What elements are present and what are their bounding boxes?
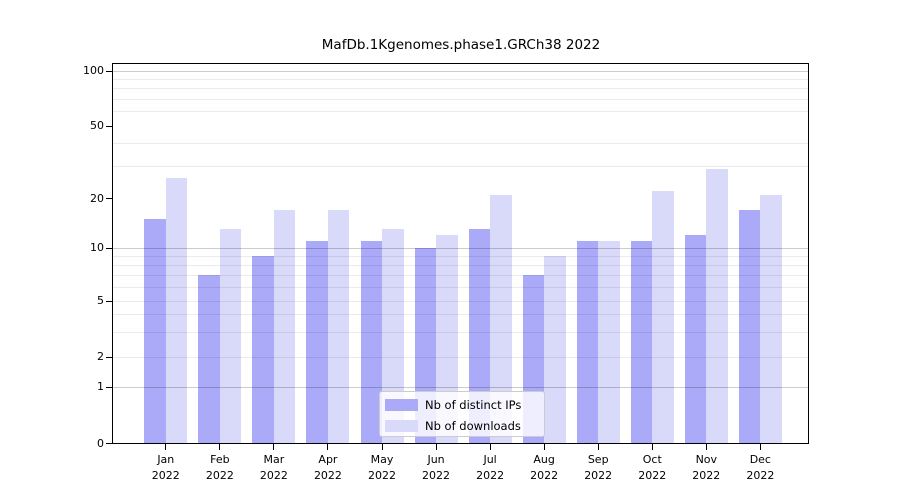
xtick-mark-dec (759, 444, 761, 450)
xtick-label-aug: Aug 2022 (530, 453, 559, 482)
bar-downloads-feb (219, 229, 242, 444)
gridline-minor-9 (113, 255, 808, 257)
bar-downloads-jan (165, 177, 188, 444)
ytick-label-20: 20 (90, 191, 104, 205)
bar-distinct-ips-may (360, 241, 382, 444)
ytick-mark-0 (106, 443, 112, 444)
ytick-label-1: 1 (97, 380, 104, 393)
bar-distinct-ips-feb (198, 275, 220, 444)
xtick-label-jan: Jan 2022 (151, 453, 180, 482)
gridline-minor-40 (113, 143, 808, 145)
gridline-minor-3 (113, 331, 808, 333)
bar-downloads-dec (760, 194, 782, 444)
chart-title: MafDb.1Kgenomes.phase1.GRCh38 2022 (321, 37, 601, 53)
gridline-minor-4 (113, 314, 808, 316)
bar-distinct-ips-sep (576, 241, 599, 444)
bar-downloads-jul (490, 194, 512, 444)
bar-downloads-may (382, 229, 404, 444)
xtick-mark-jan (165, 444, 167, 450)
bar-distinct-ips-nov (684, 234, 707, 444)
ytick-mark-100 (106, 70, 112, 72)
xtick-label-nov: Nov 2022 (692, 453, 721, 482)
gridline-major-10 (113, 247, 808, 249)
ytick-mark-20 (106, 198, 112, 199)
xtick-label-apr: Apr 2022 (313, 453, 342, 482)
gridline-minor-60 (113, 111, 808, 113)
xtick-mark-sep (597, 444, 599, 450)
ytick-mark-5 (106, 300, 112, 302)
ytick-mark-10 (106, 247, 112, 249)
bar-distinct-ips-jul (468, 229, 491, 444)
bar-downloads-sep (598, 241, 620, 444)
ytick-label-0: 0 (97, 436, 104, 450)
xtick-mark-jul (489, 444, 491, 450)
gridline-minor-30 (113, 165, 808, 167)
legend-label-distinct-ips: Nb of distinct IPs (425, 398, 522, 412)
bar-downloads-aug (544, 256, 566, 444)
gridline-major-1 (113, 386, 808, 388)
ytick-mark-50 (106, 125, 112, 127)
xtick-mark-oct (651, 444, 653, 450)
bar-distinct-ips-dec (738, 210, 761, 444)
bar-distinct-ips-apr (306, 241, 328, 444)
xtick-mark-feb (219, 444, 221, 450)
xtick-label-oct: Oct 2022 (638, 453, 667, 482)
gridline-minor-7 (113, 274, 808, 276)
ytick-label-5: 5 (97, 294, 104, 307)
bar-downloads-apr (327, 210, 350, 444)
legend-swatch-distinct-ips (385, 399, 418, 411)
legend: Nb of distinct IPs Nb of downloads (379, 391, 545, 437)
xtick-mark-mar (273, 444, 275, 450)
ytick-label-10: 10 (90, 241, 104, 254)
xtick-mark-may (381, 444, 383, 450)
gridline-major-100 (113, 70, 808, 72)
ytick-mark-2 (106, 356, 112, 358)
gridline-minor-8 (113, 264, 808, 266)
bar-distinct-ips-mar (252, 256, 274, 444)
bar-distinct-ips-oct (630, 241, 653, 444)
ytick-label-2: 2 (97, 350, 104, 363)
xtick-label-dec: Dec 2022 (746, 453, 775, 482)
xtick-label-jun: Jun 2022 (422, 453, 451, 482)
gridline-minor-90 (113, 78, 808, 80)
gridline-minor-2 (113, 356, 808, 358)
xtick-mark-apr (327, 444, 329, 450)
legend-label-downloads: Nb of downloads (425, 419, 521, 433)
xtick-label-sep: Sep 2022 (584, 453, 613, 482)
xtick-label-feb: Feb 2022 (205, 453, 234, 482)
xtick-mark-aug (543, 444, 545, 450)
bar-downloads-oct (652, 190, 674, 444)
legend-item-downloads: Nb of downloads (385, 416, 521, 436)
gridline-minor-80 (113, 88, 808, 90)
ytick-label-50: 50 (90, 119, 104, 132)
gridline-minor-70 (113, 98, 808, 100)
ytick-mark-1 (106, 386, 112, 388)
xtick-label-jul: Jul 2022 (476, 453, 505, 482)
bar-downloads-nov (706, 169, 728, 444)
xtick-label-mar: Mar 2022 (259, 453, 288, 482)
xtick-mark-nov (705, 444, 707, 450)
gridline-minor-5 (113, 300, 808, 302)
xtick-label-may: May 2022 (368, 453, 396, 482)
bar-distinct-ips-jan (144, 219, 166, 444)
bar-downloads-mar (273, 210, 296, 444)
legend-swatch-downloads (385, 420, 418, 432)
gridline-minor-6 (113, 286, 808, 288)
xtick-mark-jun (435, 444, 437, 450)
ytick-label-100: 100 (83, 64, 104, 77)
legend-item-distinct-ips: Nb of distinct IPs (385, 395, 521, 415)
